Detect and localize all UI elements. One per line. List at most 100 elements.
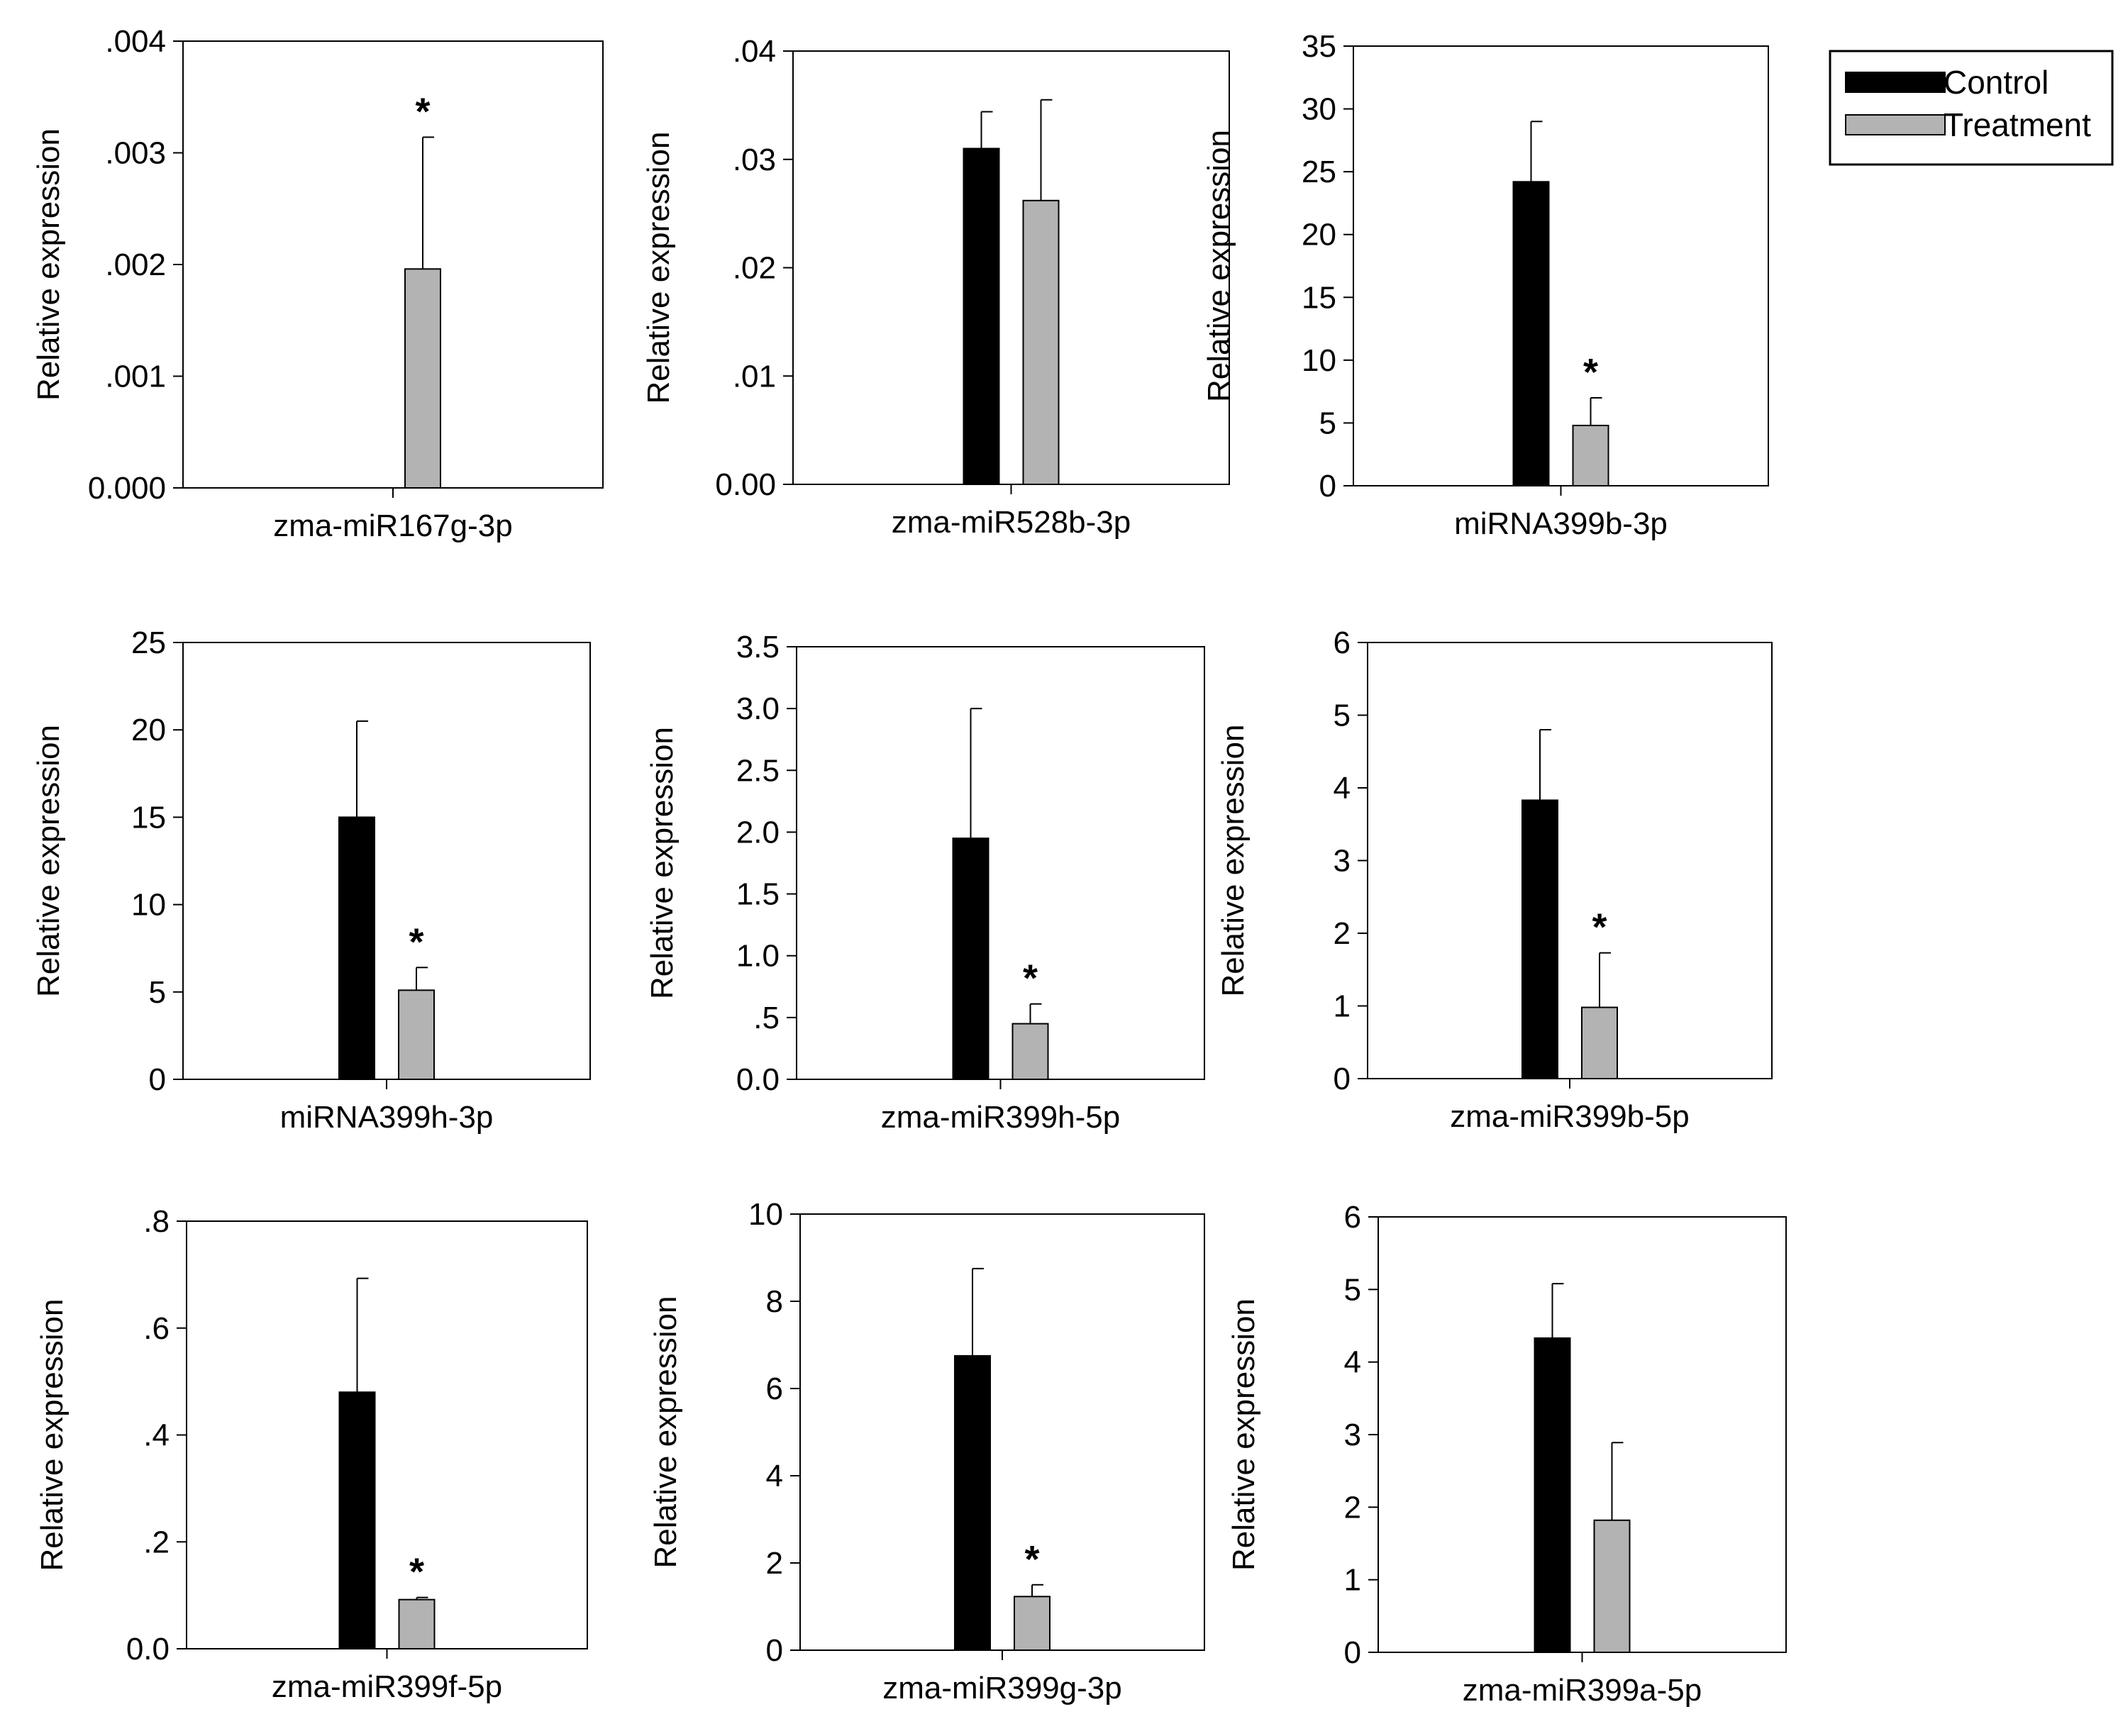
chart-6: 0 1 2 3 4 5 6 zma-miR399b-5p Relative expression… — [1216, 625, 1773, 1134]
bar-treatment — [1581, 1006, 1618, 1080]
y-tick-label: .03 — [733, 143, 776, 177]
chart-4: 0 5 10 15 20 25 miRNA399h-3p Relative expressio… — [31, 625, 591, 1135]
legend-swatch-treatment — [1845, 114, 1946, 135]
y-tick-label: 0 — [1334, 1062, 1351, 1096]
bar-control — [1512, 181, 1550, 486]
y-tick-label: .004 — [105, 24, 166, 59]
y-axis-title: Relative expression — [1202, 130, 1236, 402]
y-tick-label: 4 — [1334, 771, 1351, 806]
legend-label-treatment: Treatment — [1944, 106, 2091, 143]
y-axis-title: Relative expression — [31, 128, 66, 401]
y-axis-title: Relative expression — [648, 1296, 683, 1569]
y-tick-label: 2 — [1334, 916, 1351, 951]
y-tick-label: 30 — [1302, 92, 1336, 127]
x-category-label: zma-miR167g-3p — [273, 508, 512, 543]
x-category-label: zma-miR528b-3p — [892, 505, 1131, 540]
bar-control — [954, 1354, 991, 1651]
y-tick-label: 4 — [766, 1459, 783, 1493]
y-tick-label: 5 — [149, 975, 166, 1010]
x-category-label: zma-miR399a-5p — [1463, 1673, 1702, 1708]
y-tick-label: .8 — [143, 1204, 170, 1239]
y-tick-label: 20 — [131, 713, 166, 747]
bar-treatment — [398, 1598, 436, 1650]
x-category-label: zma-miR399h-5p — [881, 1100, 1120, 1135]
significance-star: * — [409, 1551, 424, 1593]
chart-5: 0.0 .5 1.0 1.5 2.0 2.5 3.0 3.5 zma-miR399h-5p Rel… — [645, 630, 1205, 1135]
y-tick-label: 8 — [766, 1284, 783, 1319]
y-tick-label: 5 — [1319, 406, 1336, 440]
chart-9: 0 1 2 3 4 5 6 zma-miR399a-5p Relative expression — [1226, 1200, 1787, 1708]
y-tick-label: 20 — [1302, 218, 1336, 252]
y-tick-label: 3 — [1334, 844, 1351, 879]
x-category-label: zma-miR399b-5p — [1450, 1099, 1689, 1134]
y-tick-label: .6 — [143, 1311, 170, 1346]
significance-star: * — [415, 90, 430, 133]
y-tick-label: 2 — [1344, 1490, 1361, 1525]
y-tick-label: .001 — [105, 360, 166, 394]
y-tick-label: .04 — [733, 34, 776, 69]
y-tick-label: 1.5 — [736, 877, 780, 912]
y-axis-title: Relative expression — [1216, 725, 1251, 997]
y-tick-label: 6 — [766, 1371, 783, 1406]
y-axis-title: Relative expression — [31, 725, 66, 997]
significance-star: * — [1592, 906, 1607, 949]
bar-treatment — [398, 989, 435, 1081]
y-tick-label: 0 — [766, 1633, 783, 1668]
y-axis-title: Relative expression — [1226, 1298, 1261, 1571]
x-category-label: miRNA399b-3p — [1454, 506, 1668, 541]
bar-treatment — [1022, 199, 1060, 485]
y-axis-title: Relative expression — [35, 1299, 70, 1571]
significance-star: * — [1024, 1538, 1039, 1581]
x-category-label: zma-miR399f-5p — [272, 1669, 502, 1704]
chart-3: 0 5 10 15 20 25 30 35 miRNA399b-3p Relative expre… — [1202, 29, 1769, 541]
y-tick-label: .002 — [105, 247, 166, 282]
legend-box — [1829, 50, 2114, 166]
legend-label-control: Control — [1944, 64, 2049, 101]
bar-treatment — [1014, 1596, 1051, 1651]
bar-treatment — [1572, 424, 1609, 487]
y-tick-label: 4 — [1344, 1345, 1361, 1380]
y-tick-label: 2.5 — [736, 753, 780, 788]
chart-2: 0.00 .01 .02 .03 .04 zma-miR528b-3p Relative e… — [641, 34, 1230, 540]
bar-treatment — [404, 268, 441, 489]
y-tick-label: 1.0 — [736, 939, 780, 974]
y-tick-label: 10 — [1302, 343, 1336, 378]
y-tick-label: 6 — [1334, 625, 1351, 660]
y-tick-label: 3.5 — [736, 630, 780, 664]
chart-8: 0 2 4 6 8 10 zma-miR399g-3p Relative expression… — [648, 1197, 1205, 1706]
bar-control — [963, 148, 1000, 485]
significance-star: * — [409, 920, 423, 963]
y-tick-label: 3.0 — [736, 691, 780, 726]
bar-treatment — [1011, 1023, 1049, 1080]
significance-star: * — [1583, 351, 1598, 394]
bar-treatment — [1593, 1519, 1631, 1654]
y-tick-label: 5 — [1344, 1272, 1361, 1307]
chart-7: 0.0 .2 .4 .6 .8 zma-miR399f-5p Relative expres… — [35, 1204, 588, 1704]
y-axis-title: Relative expression — [645, 727, 680, 999]
bar-control — [952, 838, 990, 1080]
y-tick-label: .01 — [733, 359, 776, 394]
y-tick-label: 25 — [1302, 155, 1336, 189]
y-tick-label: .4 — [143, 1418, 170, 1453]
y-tick-label: 2.0 — [736, 815, 780, 850]
y-tick-label: 0 — [149, 1062, 166, 1097]
legend-swatch-control — [1845, 72, 1946, 93]
y-tick-label: 10 — [131, 888, 166, 923]
y-tick-label: .5 — [753, 1001, 780, 1035]
y-tick-label: 0.0 — [736, 1062, 780, 1097]
y-tick-label: 0 — [1319, 469, 1336, 503]
bar-control — [338, 816, 375, 1081]
y-tick-label: 6 — [1344, 1200, 1361, 1235]
y-tick-label: 3 — [1344, 1418, 1361, 1452]
x-category-label: miRNA399h-3p — [280, 1100, 494, 1135]
bar-control — [1521, 799, 1558, 1080]
legend: Control Treatment — [1829, 50, 2114, 166]
bar-control — [1534, 1337, 1571, 1653]
y-axis-title: Relative expression — [641, 132, 676, 404]
y-tick-label: 0.000 — [88, 471, 166, 506]
y-tick-label: 0 — [1344, 1635, 1361, 1670]
bar-control — [338, 1391, 376, 1649]
y-tick-label: 0.0 — [126, 1632, 170, 1667]
y-tick-label: 35 — [1302, 29, 1336, 64]
chart-1: 0.000 .001 .002 .003 .004 zma-miR167g-3p Relat… — [31, 24, 604, 543]
